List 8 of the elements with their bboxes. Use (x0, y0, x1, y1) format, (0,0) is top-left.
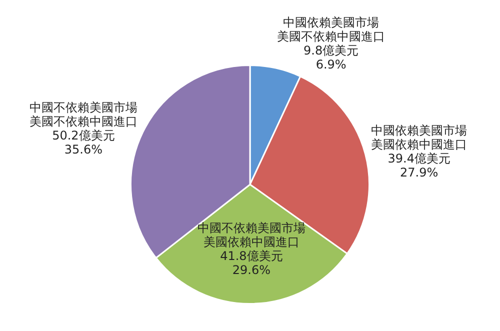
data-label: 41.8億美元 29.6% (220, 249, 283, 278)
slice-label: 中國依賴美國市場美國不依賴中國進口 (277, 15, 386, 44)
data-label: 39.4億美元 27.9% (388, 152, 450, 180)
data-label: 50.2億美元 35.6% (52, 128, 115, 157)
data-label: 9.8億美元 6.9% (304, 43, 359, 72)
slice-label: 中國依賴美國市場美國依賴中國進口 (371, 124, 468, 152)
slice-label: 中國不依賴美國市場美國不依賴中國進口 (29, 100, 138, 129)
slice-label: 中國不依賴美國市場美國依賴中國進口 (197, 221, 306, 250)
